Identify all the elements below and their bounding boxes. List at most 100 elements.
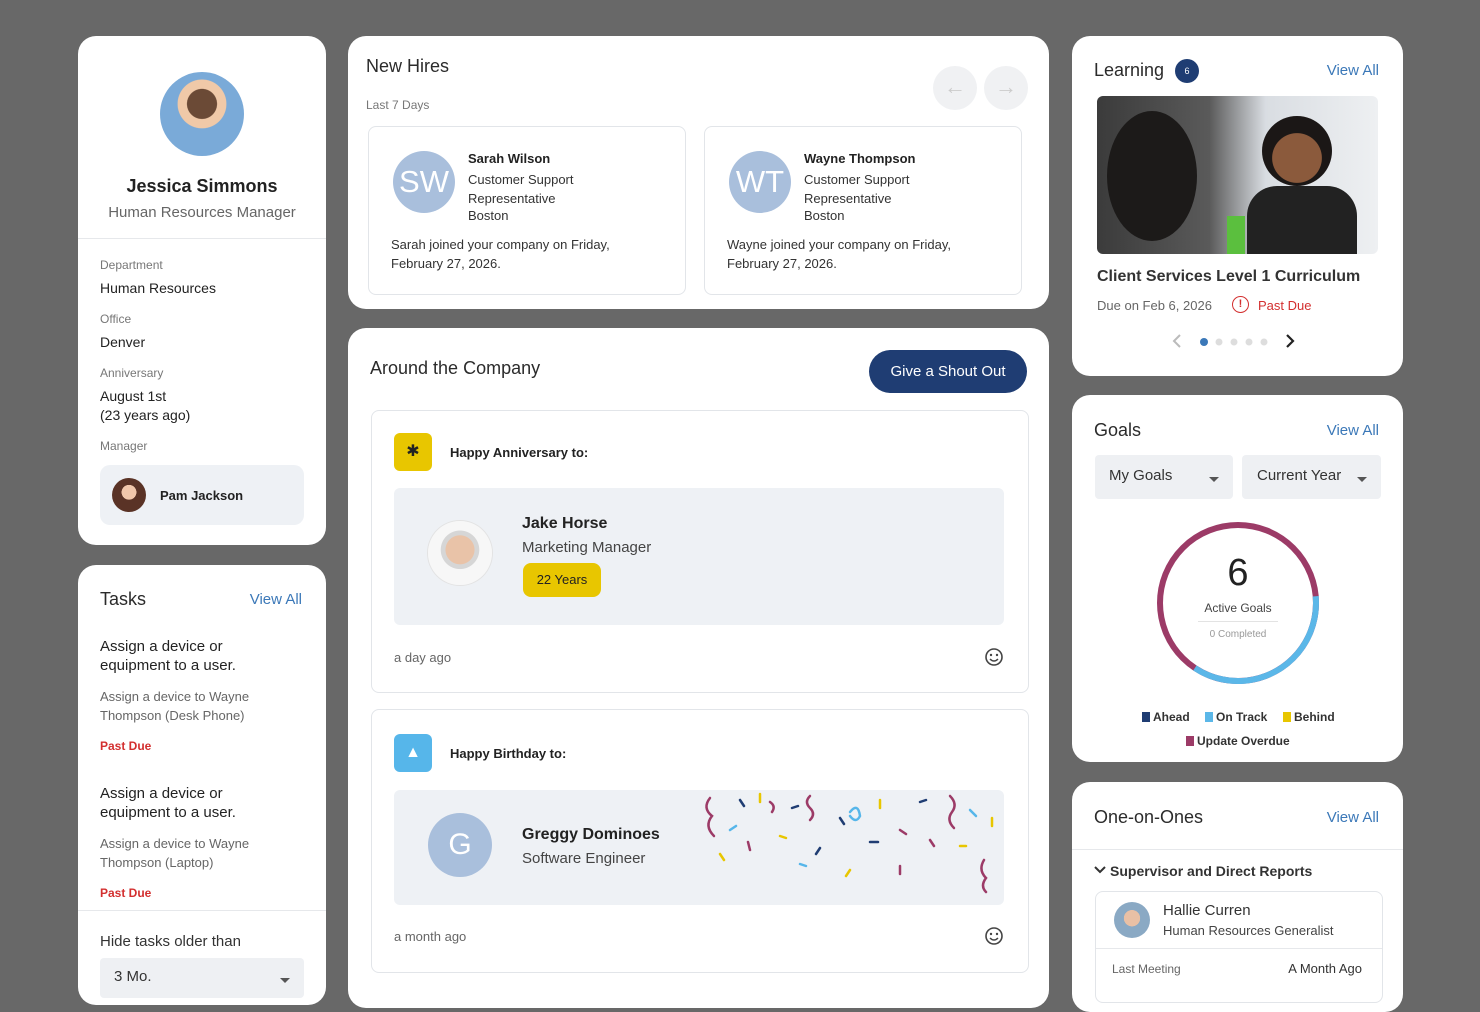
divider xyxy=(78,238,326,239)
person-role: Human Resources Generalist xyxy=(1163,923,1334,938)
prev-button[interactable]: ← xyxy=(933,66,977,110)
task-status: Past Due xyxy=(100,886,152,900)
legend-label: Ahead xyxy=(1153,710,1190,724)
course-status: Past Due xyxy=(1258,298,1312,313)
birthday-icon: ▲ xyxy=(394,734,432,772)
person-name: Jake Horse xyxy=(522,515,608,532)
hire-location: Boston xyxy=(804,208,845,223)
anniversary-icon: ✱ xyxy=(394,433,432,471)
manager-avatar xyxy=(112,478,146,512)
goals-ring xyxy=(1157,522,1319,684)
years-badge: 22 Years xyxy=(523,563,601,597)
hire-role: Customer Support Representative xyxy=(468,172,574,206)
manager-label: Manager xyxy=(100,439,148,453)
manager-box[interactable]: Pam Jackson xyxy=(100,465,304,525)
field-label: Office xyxy=(100,312,132,326)
view-all-link[interactable]: View All xyxy=(1326,422,1379,439)
person-initial: G xyxy=(428,813,492,877)
profile-name: Jessica Simmons xyxy=(126,176,278,196)
card-title: Tasks xyxy=(100,589,147,609)
active-goals-count: 6 xyxy=(1227,552,1249,594)
hire-initials: WT xyxy=(729,151,791,213)
card-title: Around the Company xyxy=(370,358,541,378)
divider xyxy=(78,910,326,911)
legend-item: Ahead xyxy=(1142,710,1190,724)
legend-label: On Track xyxy=(1216,710,1268,724)
card-title: One-on-Ones xyxy=(1094,807,1204,827)
hire-name: Sarah Wilson xyxy=(468,151,551,166)
profile-card: Jessica Simmons Human Resources Manager … xyxy=(78,36,326,545)
manager-name: Pam Jackson xyxy=(160,488,244,503)
card-subtitle: Last 7 Days xyxy=(366,98,430,112)
filter-label: Hide tasks older than xyxy=(100,933,241,950)
legend-item: Update Overdue xyxy=(1186,734,1290,748)
course-title: Client Services Level 1 Curriculum xyxy=(1097,268,1361,285)
hire-message: Wayne joined your company on Friday, Feb… xyxy=(727,237,951,271)
field-label: Anniversary xyxy=(100,366,164,380)
hire-role: Customer Support Representative xyxy=(804,172,910,206)
field-value: Denver xyxy=(100,334,146,350)
view-all-link[interactable]: View All xyxy=(1326,62,1379,79)
card-title: Learning xyxy=(1094,60,1165,80)
person-name: Greggy Dominoes xyxy=(522,826,660,843)
caret xyxy=(1357,477,1367,482)
hire-name: Wayne Thompson xyxy=(804,151,916,166)
post-body: G Greggy Dominoes Software Engineer xyxy=(394,790,1004,905)
caret xyxy=(280,978,290,983)
task-status: Past Due xyxy=(100,739,152,753)
field-note: (23 years ago) xyxy=(100,407,191,423)
task-title: Assign a device or equipment to a user. xyxy=(100,785,236,821)
legend-swatch xyxy=(1186,736,1194,746)
goals-filter[interactable]: My Goals xyxy=(1095,455,1233,499)
filter-value: Current Year xyxy=(1257,467,1342,484)
image-shape xyxy=(1107,111,1197,241)
post: ▲ Happy Birthday to: G Greggy Dominoes S… xyxy=(371,709,1029,973)
card-title: New Hires xyxy=(366,56,450,76)
field-label: Department xyxy=(100,258,163,272)
tasks-card: Tasks View All Assign a device or equipm… xyxy=(78,565,326,1005)
last-meeting-label: Last Meeting xyxy=(1112,962,1181,976)
react-button[interactable] xyxy=(984,926,1004,946)
post-time: a day ago xyxy=(394,650,452,665)
hire-card: WT Wayne Thompson Customer Support Repre… xyxy=(704,126,1022,295)
alert-icon: ! xyxy=(1232,296,1249,313)
meeting-card[interactable]: Hallie Curren Human Resources Generalist… xyxy=(1095,891,1383,1003)
learning-card: Learning 6 View All Client Services Leve… xyxy=(1072,36,1403,376)
person-role: Marketing Manager xyxy=(522,539,652,556)
caret xyxy=(1209,477,1219,482)
image-shape xyxy=(1247,186,1357,254)
filter-dropdown[interactable]: 3 Mo. xyxy=(100,958,304,998)
active-goals-label: Active Goals xyxy=(1204,601,1272,615)
divider xyxy=(1096,948,1382,949)
hire-location: Boston xyxy=(468,208,509,223)
legend-item: On Track xyxy=(1205,710,1267,724)
last-meeting-value: A Month Ago xyxy=(1288,961,1362,976)
group-title: Supervisor and Direct Reports xyxy=(1110,863,1313,879)
course-due: Due on Feb 6, 2026 xyxy=(1097,298,1212,313)
carousel-nav[interactable] xyxy=(1168,332,1298,350)
task-detail: Assign a device to Wayne Thompson (Desk … xyxy=(100,689,250,723)
legend-swatch xyxy=(1283,712,1291,722)
one-on-ones-card: One-on-Ones View All Supervisor and Dire… xyxy=(1072,782,1403,1012)
post: ✱ Happy Anniversary to: Jake Horse Marke… xyxy=(371,410,1029,693)
hire-message: Sarah joined your company on Friday, Feb… xyxy=(391,237,610,271)
view-all-link[interactable]: View All xyxy=(1326,809,1379,826)
goals-filter[interactable]: Current Year xyxy=(1242,455,1381,499)
field-value: August 1st xyxy=(100,388,167,404)
post-time: a month ago xyxy=(394,929,467,944)
completed-label: 0 Completed xyxy=(1209,629,1267,640)
post-heading: Happy Birthday to: xyxy=(450,746,567,761)
image-shape xyxy=(1227,216,1245,254)
person-avatar xyxy=(1114,902,1150,938)
divider xyxy=(1198,621,1278,622)
hire-card: SW Sarah Wilson Customer Support Represe… xyxy=(368,126,686,295)
around-card: Around the Company Give a Shout Out ✱ Ha… xyxy=(348,328,1049,1008)
view-all-link[interactable]: View All xyxy=(249,591,302,608)
post-body: Jake Horse Marketing Manager 22 Years xyxy=(394,488,1004,625)
count-badge: 6 xyxy=(1175,59,1199,83)
react-button[interactable] xyxy=(984,647,1004,667)
shout-out-button[interactable]: Give a Shout Out xyxy=(869,350,1027,393)
person-name: Hallie Curren xyxy=(1163,902,1251,919)
next-button[interactable]: → xyxy=(984,66,1028,110)
collapse-icon[interactable] xyxy=(1094,865,1106,875)
